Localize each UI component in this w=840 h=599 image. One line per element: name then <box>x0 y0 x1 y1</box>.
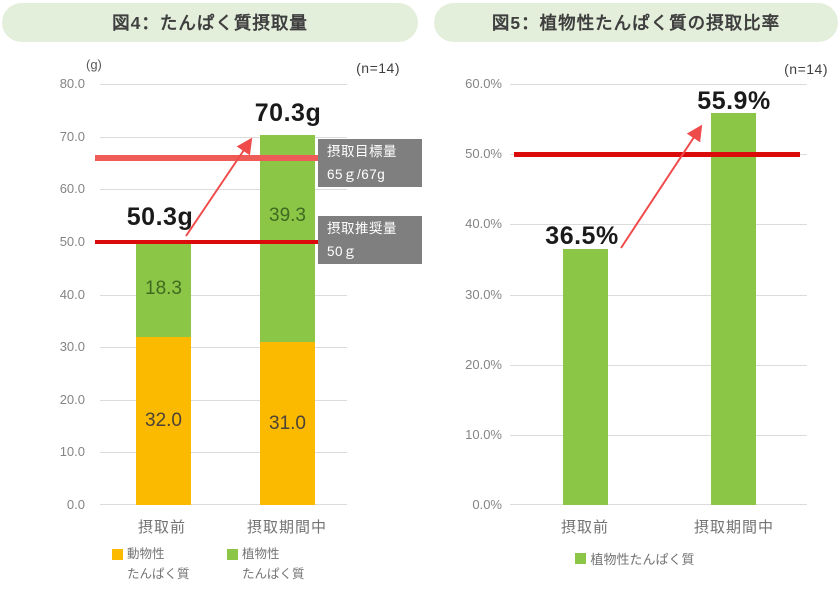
callout-recommended-intake: 摂取推奨量 50ｇ <box>318 216 422 264</box>
gridline <box>100 452 347 453</box>
legend-label: 植物性たんぱく質 <box>590 552 695 567</box>
bar-during <box>711 113 756 505</box>
y-tick: 20.0% <box>465 357 502 372</box>
y-tick: 40.0% <box>465 216 502 231</box>
chart-title: 図5：植物性たんぱく質の摂取比率 <box>491 13 781 33</box>
value-label-before: 36.5% <box>545 222 619 250</box>
bar-segment-animal: 32.0 <box>136 337 191 505</box>
gridline <box>100 347 347 348</box>
y-axis-unit: (g) <box>86 57 102 72</box>
y-tick: 40.0 <box>59 287 85 302</box>
y-tick: 50.0 <box>59 234 85 249</box>
stacked-bar-before: 32.0 18.3 <box>136 241 191 505</box>
x-label-during: 摂取期間中 <box>693 519 774 536</box>
x-axis-line <box>100 504 347 505</box>
bar-segment-animal: 31.0 <box>260 342 315 505</box>
bar-segment-plant <box>711 113 756 505</box>
gridline <box>510 435 807 436</box>
gridline <box>100 400 347 401</box>
legend-label: 植物性 <box>242 547 280 561</box>
gridline <box>510 365 807 366</box>
y-tick: 10.0 <box>59 444 85 459</box>
legend-animal-protein: 動物性 たんぱく質 <box>112 546 190 583</box>
chart-plant-protein-ratio: 図5：植物性たんぱく質の摂取比率 (n=14) 60.0% 50.0% 40.0… <box>430 0 840 599</box>
legend-label: たんぱく質 <box>242 567 305 581</box>
callout-line: 65ｇ/67g <box>327 167 386 182</box>
bar-segment-plant: 18.3 <box>136 241 191 337</box>
bar-segment-plant: 39.3 <box>260 135 315 342</box>
legend-label: 動物性 <box>127 547 165 561</box>
y-tick: 0.0 <box>66 497 85 512</box>
total-label-before: 50.3g <box>126 203 194 231</box>
segment-value-label: 39.3 <box>269 205 306 226</box>
y-tick: 50.0% <box>465 146 502 161</box>
segment-value-label: 32.0 <box>145 410 182 431</box>
legend-swatch-plant <box>575 553 587 564</box>
sample-size-label: (n=14) <box>784 61 828 77</box>
x-label-before: 摂取前 <box>560 519 609 536</box>
x-axis-line <box>510 504 807 505</box>
gridline <box>510 295 807 296</box>
segment-value-label: 31.0 <box>269 412 306 434</box>
y-tick: 30.0 <box>59 339 85 354</box>
value-label-during: 55.9% <box>697 87 771 115</box>
legend-plant-protein: 植物性 たんぱく質 <box>227 546 305 583</box>
target-intake-line <box>95 154 319 161</box>
y-tick: 20.0 <box>59 392 85 407</box>
sample-size-label: (n=14) <box>356 60 400 76</box>
legend-swatch-animal <box>112 549 123 560</box>
plot-area: 32.0 18.3 31.0 39.3 <box>95 84 347 505</box>
chart-title: 図4：たんぱく質摂取量 <box>112 13 308 33</box>
gridline <box>100 84 347 85</box>
callout-target-intake: 摂取目標量 65ｇ/67g <box>318 139 422 187</box>
gridline <box>100 295 347 296</box>
y-tick: 60.0 <box>59 181 85 196</box>
bar-before <box>563 249 608 505</box>
chart-title-pill: 図4：たんぱく質摂取量 <box>2 3 418 42</box>
y-tick: 10.0% <box>465 427 502 442</box>
stacked-bar-during: 31.0 39.3 <box>260 135 315 505</box>
callout-line: 50ｇ <box>327 244 358 259</box>
legend-plant-protein: 植物性たんぱく質 <box>430 549 840 568</box>
x-label-during: 摂取期間中 <box>246 519 327 536</box>
y-tick: 0.0% <box>472 497 502 512</box>
bar-segment-plant <box>563 249 608 505</box>
legend-label: たんぱく質 <box>127 567 190 581</box>
gridline <box>100 137 347 138</box>
x-label-before: 摂取前 <box>137 519 186 536</box>
target-ratio-line <box>514 151 800 157</box>
legend-swatch-plant <box>227 549 238 560</box>
y-tick: 70.0 <box>59 129 85 144</box>
y-tick: 60.0% <box>465 76 502 91</box>
total-label-during: 70.3g <box>254 99 322 127</box>
recommended-intake-line <box>95 239 319 244</box>
y-tick: 30.0% <box>465 287 502 302</box>
callout-line: 摂取目標量 <box>327 144 397 159</box>
gridline <box>510 84 807 85</box>
chart-title-pill: 図5：植物性たんぱく質の摂取比率 <box>434 3 838 42</box>
plot-area <box>510 84 807 505</box>
y-tick: 80.0 <box>59 76 85 91</box>
segment-value-label: 18.3 <box>145 278 182 299</box>
callout-line: 摂取推奨量 <box>327 221 397 236</box>
chart-protein-intake: 図4：たんぱく質摂取量 (g) (n=14) 80.0 70.0 60.0 50… <box>2 3 422 583</box>
